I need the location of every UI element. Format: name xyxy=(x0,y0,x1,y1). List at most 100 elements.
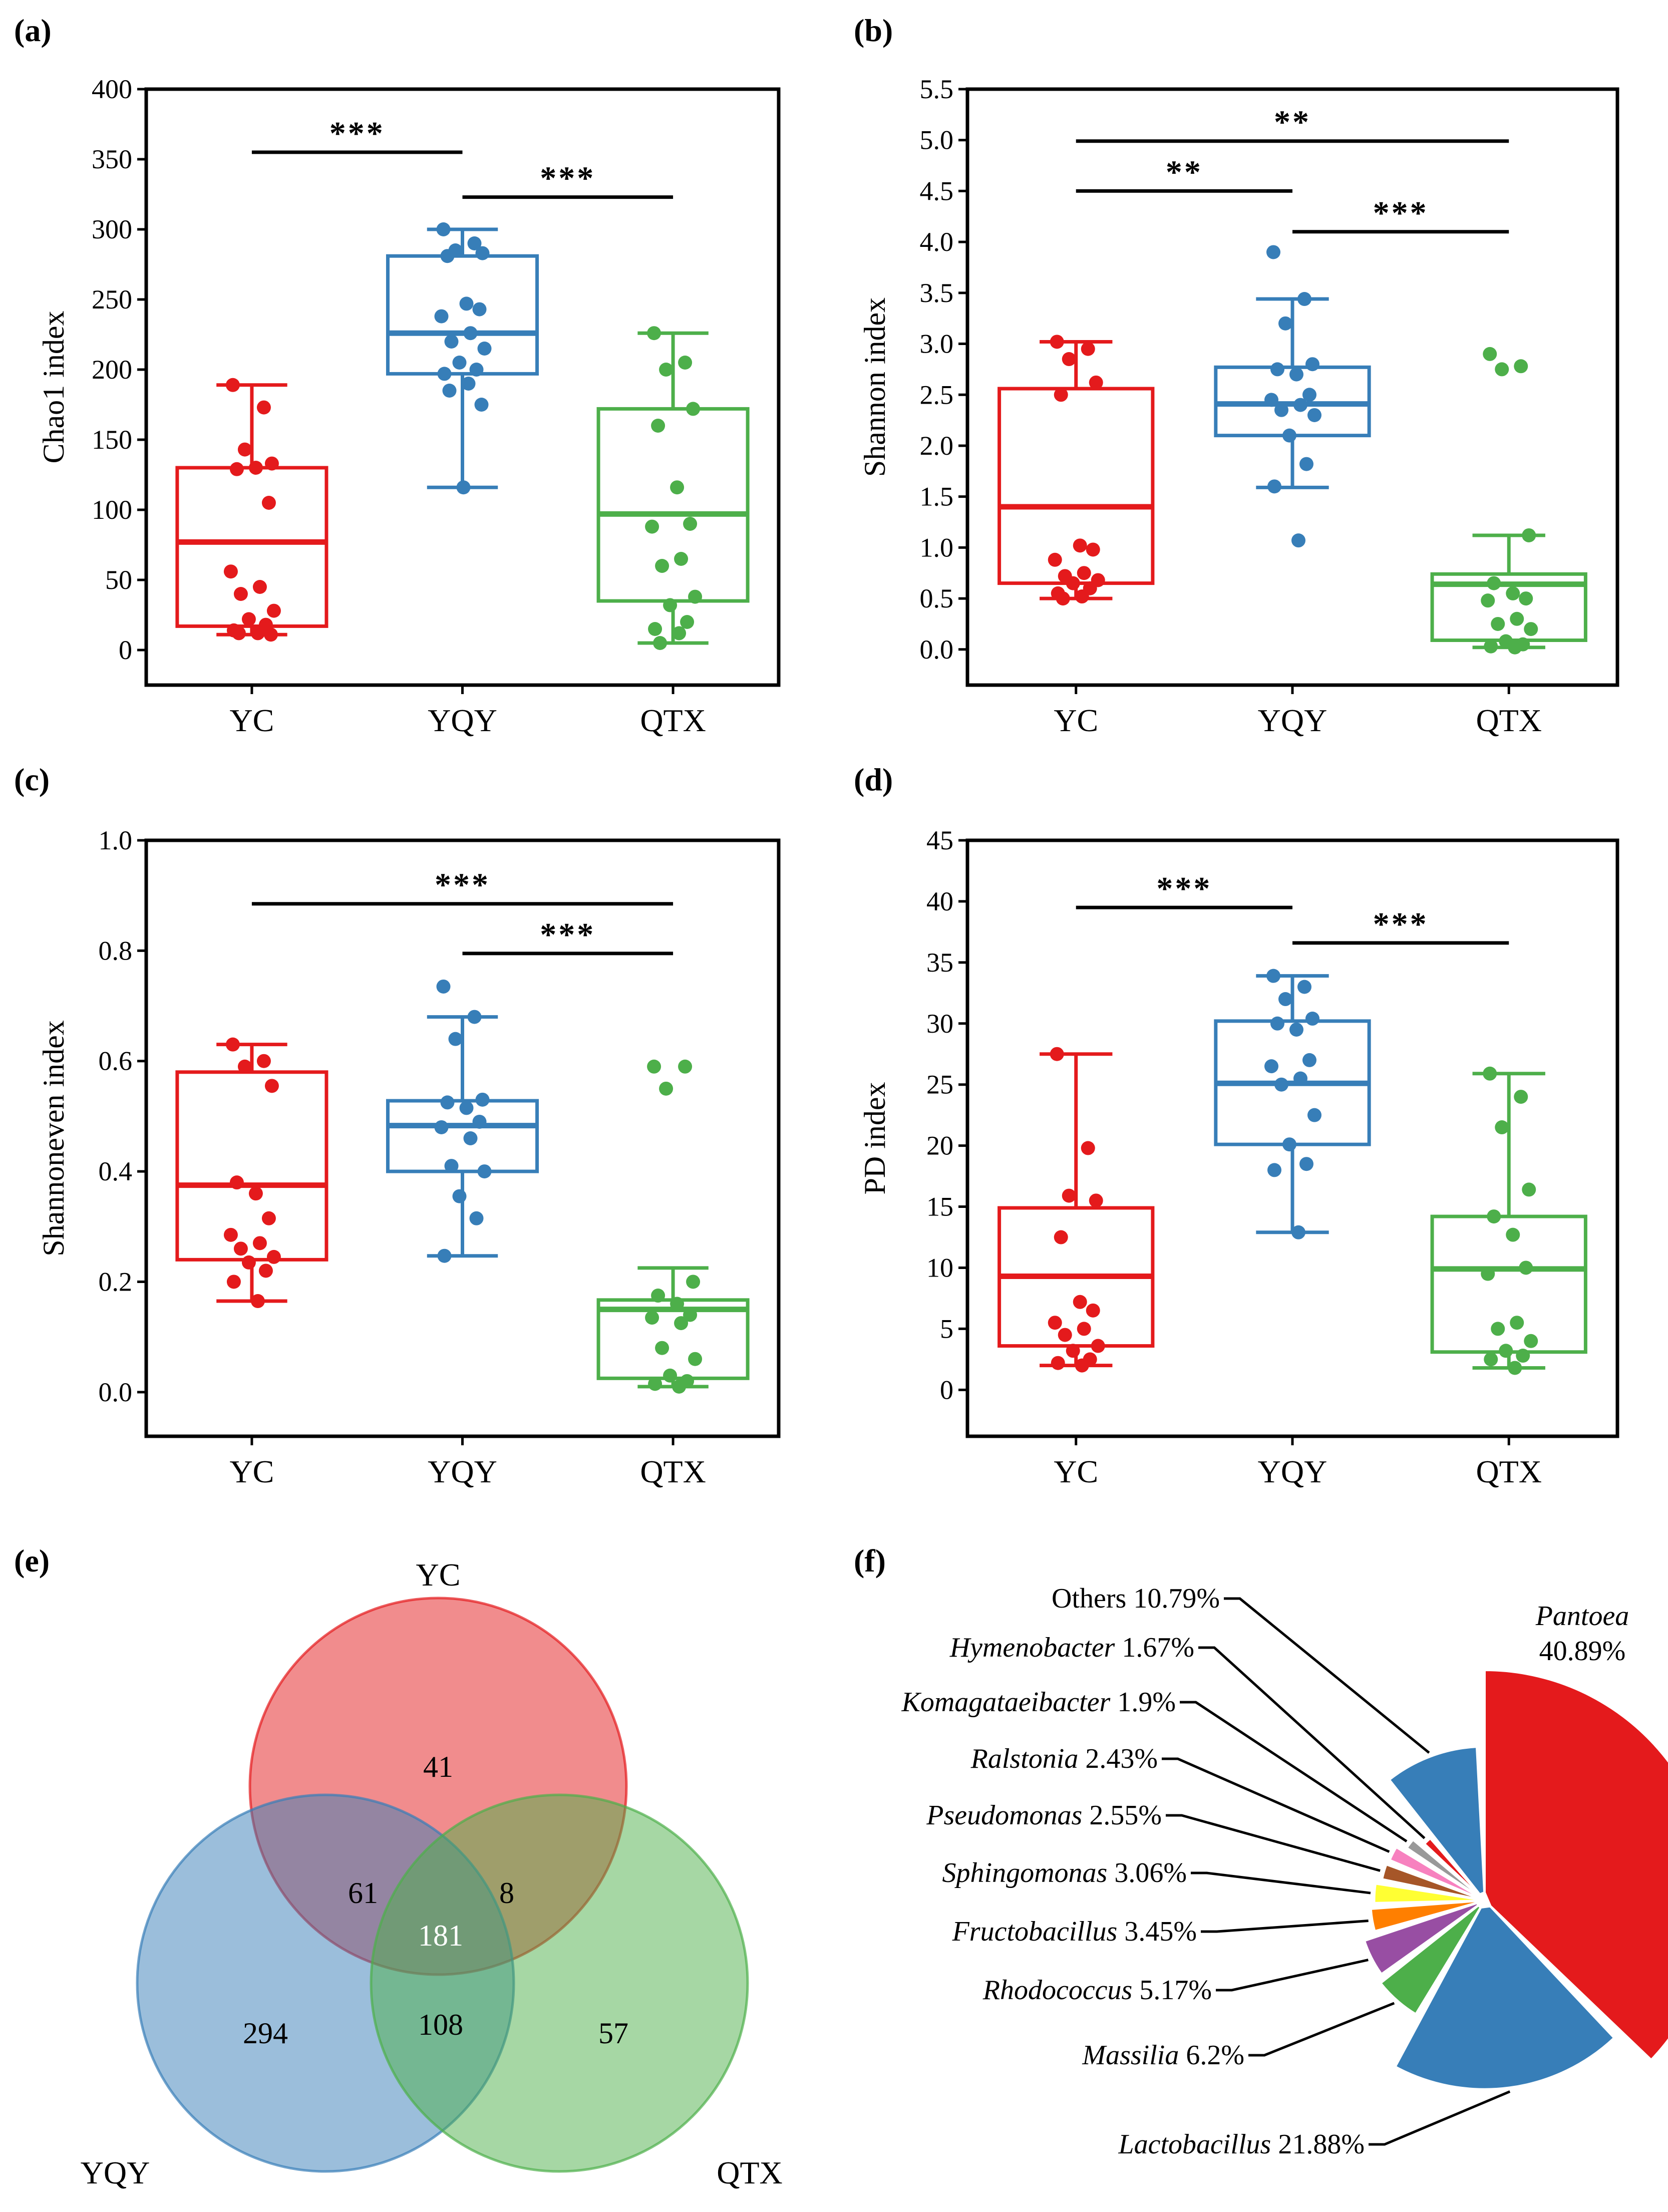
data-point xyxy=(474,398,489,412)
pie-label: Massilia 6.2% xyxy=(1082,2040,1244,2071)
pie-label-pct: 1.9% xyxy=(1117,1687,1176,1718)
pie-slice-ralstonia xyxy=(1388,1846,1479,1899)
data-point xyxy=(1519,591,1533,606)
data-point xyxy=(472,302,487,317)
data-point xyxy=(463,1131,478,1145)
x-category-label: YC xyxy=(229,703,274,738)
data-point xyxy=(1056,591,1070,606)
y-tick-label: 150 xyxy=(92,425,132,455)
data-point xyxy=(469,363,484,377)
data-point xyxy=(1073,1295,1087,1309)
data-point xyxy=(459,1101,474,1115)
data-point xyxy=(223,564,238,579)
boxplot-panel-2: 0.0 0.5 1.0 1.5 2.0 2.5 3.0 3.5 4.0 4.5 5.0 5.5 Shan… xyxy=(858,74,1619,738)
y-tick-label: 5 xyxy=(940,1314,953,1344)
data-point xyxy=(1299,1157,1313,1171)
data-point xyxy=(1291,533,1305,548)
pie-leader-line xyxy=(1162,1757,1390,1853)
box-QTX xyxy=(1430,347,1587,655)
data-point xyxy=(670,1297,685,1311)
data-point xyxy=(1297,292,1311,306)
data-point xyxy=(436,222,451,236)
data-point xyxy=(1081,342,1095,356)
significance-label: *** xyxy=(540,916,595,953)
y-axis-label: Shannoneven index xyxy=(37,1020,70,1256)
pie-label-pct: 3.06% xyxy=(1114,1857,1187,1888)
data-point xyxy=(647,326,661,341)
data-point xyxy=(467,1010,482,1024)
x-category-label: YQY xyxy=(428,1454,497,1489)
x-category-label: QTX xyxy=(1476,1454,1542,1489)
data-point xyxy=(252,580,267,594)
data-point xyxy=(1266,969,1280,983)
data-point xyxy=(1282,1137,1296,1152)
y-tick-label: 0.0 xyxy=(99,1377,133,1407)
venn-region-yqy-only: 294 xyxy=(243,2017,288,2050)
data-point xyxy=(225,1037,240,1052)
data-point xyxy=(1293,1071,1307,1086)
pie-label-name: Hymenobacter xyxy=(949,1632,1115,1663)
data-point xyxy=(229,1175,244,1190)
y-axis-label: Chao1 index xyxy=(37,311,70,464)
pie-label-pct: 5.17% xyxy=(1139,1975,1212,2006)
pie-label-pct: 2.55% xyxy=(1089,1800,1162,1831)
y-tick-label: 1.0 xyxy=(920,532,954,562)
data-point xyxy=(674,1316,689,1331)
data-point xyxy=(1086,1303,1100,1318)
y-tick-label: 0 xyxy=(119,635,132,665)
data-point xyxy=(1307,1108,1321,1122)
boxplot-panel-3: 0.0 0.2 0.4 0.6 0.8 1.0 Shannoneven index YC YQY… xyxy=(37,825,781,1489)
box-YC xyxy=(997,335,1155,606)
venn-region-qtx-only: 57 xyxy=(598,2017,628,2050)
data-point xyxy=(645,1311,659,1325)
y-tick-label: 0.8 xyxy=(99,935,133,966)
data-point xyxy=(248,461,263,475)
pie-label-name: Ralstonia xyxy=(970,1743,1079,1774)
data-point xyxy=(1293,398,1307,412)
data-point xyxy=(225,378,240,392)
y-tick-label: 300 xyxy=(92,214,132,244)
data-point xyxy=(256,400,271,415)
data-point xyxy=(1484,639,1498,654)
venn-region-yc-only: 41 xyxy=(423,1750,453,1783)
y-tick-label: 3.5 xyxy=(920,278,954,308)
data-point xyxy=(1075,1358,1089,1373)
data-point xyxy=(1524,622,1538,637)
pie-label: Pseudomonas 2.55% xyxy=(926,1800,1162,1831)
iqr-box xyxy=(386,254,539,376)
y-axis-label: Shannon index xyxy=(858,297,891,477)
pie-slice-lactobacillus xyxy=(1394,1905,1616,2090)
box-QTX xyxy=(1430,1066,1587,1375)
data-point xyxy=(1077,1322,1091,1336)
data-point xyxy=(241,1255,256,1270)
significance-label: ** xyxy=(1274,104,1311,141)
data-point xyxy=(1066,576,1080,590)
y-tick-label: 0.2 xyxy=(99,1267,133,1297)
y-tick-label: 45 xyxy=(926,825,953,855)
data-point xyxy=(264,1079,279,1093)
y-tick-label: 2.0 xyxy=(920,431,954,461)
data-point xyxy=(1483,1066,1497,1081)
data-point xyxy=(1048,552,1062,567)
data-point xyxy=(1050,1047,1064,1061)
pie-label-pct: 1.67% xyxy=(1122,1632,1194,1663)
pie-leader-line xyxy=(1201,1920,1369,1933)
box-YC xyxy=(175,378,328,642)
data-point xyxy=(1050,335,1064,349)
y-tick-label: 25 xyxy=(926,1070,953,1100)
pie-label-pct: 6.2% xyxy=(1186,2040,1244,2071)
pie-label-name: Pantoea xyxy=(1535,1601,1629,1632)
data-point xyxy=(645,519,659,534)
panel-label: (e) xyxy=(14,1543,50,1578)
venn-region-yc-yqy: 61 xyxy=(348,1876,378,1910)
box-QTX xyxy=(596,326,750,650)
data-point xyxy=(1066,1344,1080,1358)
data-point xyxy=(434,309,449,324)
data-point xyxy=(226,1275,241,1289)
pie-label-pct: 3.45% xyxy=(1124,1916,1197,1947)
data-point xyxy=(1077,566,1091,580)
data-point xyxy=(1089,375,1103,390)
pie-slice-hymenobacter xyxy=(1423,1837,1481,1897)
pie-label: Lactobacillus 21.88% xyxy=(1118,2129,1365,2160)
